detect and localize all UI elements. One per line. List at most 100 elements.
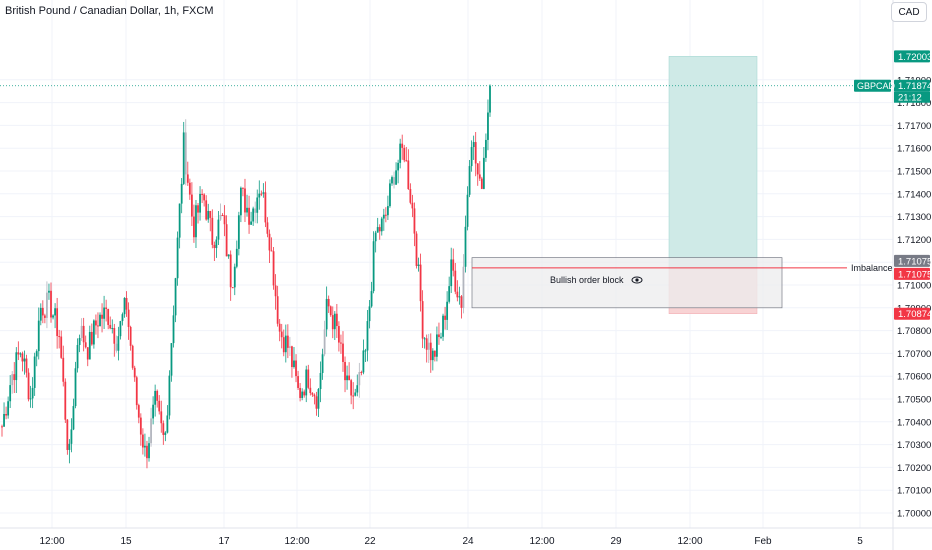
countdown-box — [894, 91, 930, 103]
y-tick-label: 1.71000 — [897, 281, 931, 292]
candle-body — [344, 361, 346, 381]
candle-body — [58, 336, 61, 338]
candle-body — [321, 354, 324, 374]
candle-body — [274, 285, 277, 297]
candle-body — [248, 207, 250, 225]
candle-body — [288, 346, 291, 348]
candle-body — [258, 193, 261, 198]
candle-body — [286, 335, 289, 348]
candle-body — [152, 404, 154, 419]
candle-body — [282, 337, 285, 353]
candle-body — [270, 250, 273, 252]
x-tick-label: 15 — [120, 536, 132, 547]
candle-body — [393, 177, 395, 185]
candle-body — [460, 296, 463, 308]
candle-body — [415, 233, 418, 266]
y-tick-label: 1.71400 — [897, 189, 931, 200]
candle-body — [276, 296, 279, 324]
candle-body — [182, 132, 185, 184]
y-tick-label: 1.70100 — [897, 486, 931, 497]
candle-body — [199, 193, 201, 213]
candle-body — [433, 350, 436, 357]
candle-body — [413, 208, 416, 234]
candle-body — [203, 194, 206, 201]
candle-body — [293, 360, 295, 368]
eye-icon[interactable] — [631, 276, 643, 284]
candle-body — [97, 325, 99, 327]
candle-body — [419, 264, 422, 302]
candle-body — [95, 320, 97, 326]
candle-body — [329, 306, 332, 316]
candle-body — [162, 423, 165, 435]
candle-body — [262, 192, 265, 194]
candle-body — [88, 331, 91, 360]
candle-body — [205, 200, 208, 220]
candle-body — [215, 239, 218, 249]
candle-body — [454, 270, 457, 292]
candle-body — [429, 342, 432, 361]
candle-body — [54, 308, 56, 316]
currency-button[interactable]: CAD — [891, 2, 927, 22]
candle-body — [340, 342, 342, 344]
candle-body — [313, 394, 316, 397]
candle-body — [301, 391, 304, 398]
candle-body — [209, 210, 212, 218]
candle-body — [43, 315, 46, 318]
candle-body — [190, 194, 193, 217]
order-block-box[interactable] — [471, 257, 783, 309]
target-zone — [668, 56, 758, 269]
y-tick-label: 1.71600 — [897, 144, 931, 155]
candle-body — [325, 298, 328, 330]
candle-body — [266, 222, 269, 234]
candle-body — [23, 358, 26, 362]
candle-body — [417, 264, 420, 266]
candle-body — [260, 193, 263, 195]
candle-body — [348, 375, 351, 381]
candle-body — [146, 445, 148, 459]
y-tick-label: 1.71700 — [897, 121, 931, 132]
candle-body — [41, 307, 44, 316]
candle-body — [160, 411, 163, 424]
candle-body — [244, 188, 246, 213]
candle-body — [115, 343, 118, 351]
candle-body — [217, 219, 220, 240]
x-tick-label: 12:00 — [529, 536, 554, 547]
candle-body — [444, 315, 446, 320]
candle-body — [66, 419, 69, 450]
candle-body — [297, 376, 299, 388]
candle-body — [291, 346, 293, 368]
candle-body — [133, 367, 136, 378]
candle-body — [197, 205, 199, 213]
candle-body — [92, 320, 95, 345]
candle-body — [107, 308, 110, 325]
candle-body — [303, 391, 306, 396]
candle-body — [174, 278, 177, 316]
candle-body — [123, 297, 126, 315]
candle-body — [362, 350, 365, 373]
candle-body — [119, 321, 122, 337]
y-tick-label: 1.71800 — [897, 98, 931, 109]
candle-body — [358, 372, 361, 386]
price-label-box — [894, 254, 930, 267]
candle-body — [195, 205, 197, 238]
candle-body — [403, 147, 406, 161]
candle-body — [335, 313, 338, 327]
x-tick-label: 29 — [610, 536, 622, 547]
candle-body — [11, 374, 14, 386]
candle-body — [109, 324, 112, 329]
candle-body — [246, 207, 248, 213]
candle-body — [99, 314, 101, 327]
candle-body — [235, 248, 238, 267]
candle-body — [442, 315, 444, 337]
candle-body — [105, 307, 108, 309]
candle-body — [78, 337, 81, 345]
price-label: 1.71874 — [898, 81, 932, 92]
candle-body — [84, 342, 87, 348]
candle-body — [29, 398, 32, 400]
candle-body — [464, 226, 467, 267]
candle-body — [333, 313, 336, 330]
candle-body — [46, 292, 48, 318]
candle-body — [380, 218, 383, 232]
candle-body — [360, 372, 363, 374]
